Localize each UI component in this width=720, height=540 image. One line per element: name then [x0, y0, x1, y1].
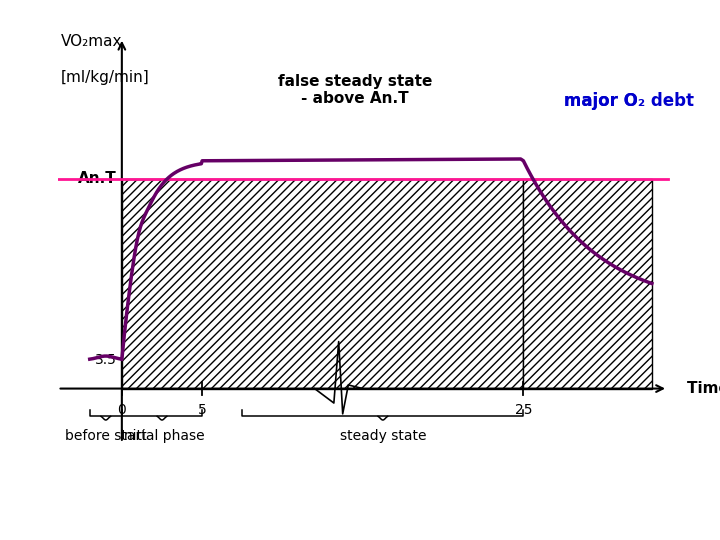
Text: false steady state
- above An.T: false steady state - above An.T [277, 74, 432, 106]
Text: before start: before start [65, 429, 147, 443]
Bar [122, 179, 523, 389]
Bar [523, 179, 652, 389]
Text: initial phase: initial phase [120, 429, 204, 443]
Text: An.T: An.T [78, 171, 117, 186]
Text: steady state: steady state [340, 429, 426, 443]
Text: 5: 5 [198, 403, 207, 417]
Text: Time [min]: Time [min] [687, 381, 720, 396]
Text: 25: 25 [515, 403, 532, 417]
Text: 3.5: 3.5 [95, 353, 117, 367]
Text: 0: 0 [117, 403, 126, 417]
Text: major O₂ debt: major O₂ debt [564, 92, 693, 110]
Text: [ml/kg/min]: [ml/kg/min] [60, 70, 150, 85]
Text: major O: major O [564, 92, 637, 110]
Text: VO₂max: VO₂max [60, 34, 122, 49]
